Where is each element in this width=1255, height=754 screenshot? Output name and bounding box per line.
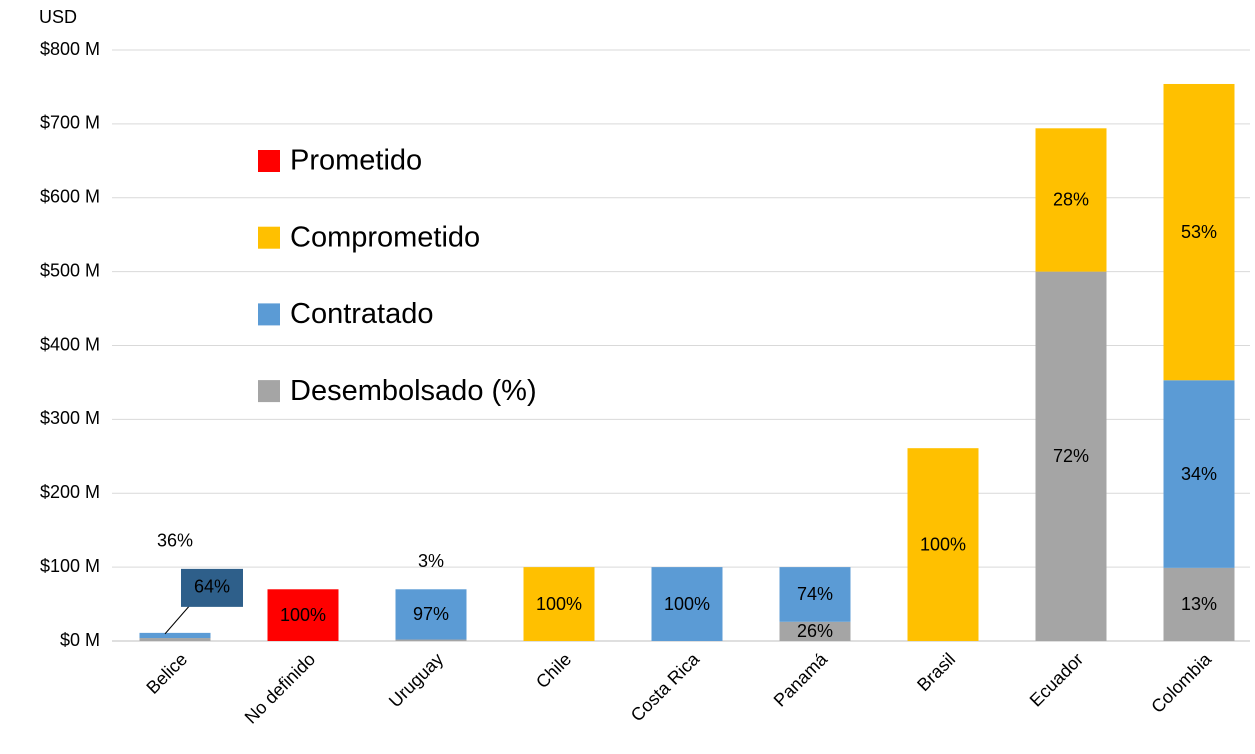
legend-swatch [258,380,280,403]
bar-segment [139,638,211,641]
y-tick-label: $0 M [60,630,100,650]
data-label: 97% [413,604,449,624]
bar-segment [907,448,979,641]
y-tick-label: $800 M [40,39,100,59]
data-label: 100% [920,534,966,554]
x-tick-label: Brasil [913,649,959,695]
data-label: 100% [536,594,582,614]
bar-segment [395,639,467,641]
y-tick-label: $100 M [40,556,100,576]
data-label: 13% [1181,594,1217,614]
bar-segment [139,632,211,639]
bar-segment [1035,128,1107,272]
x-tick-label: Costa Rica [627,648,704,725]
x-tick-label: Belice [142,649,191,698]
bar-segment [1163,83,1235,381]
callout-box [181,568,243,607]
bar-segment [779,621,851,641]
legend-label: Contratado [290,298,434,330]
legend-label: Comprometido [290,221,480,253]
data-label: 28% [1053,190,1089,210]
data-label: 100% [664,594,710,614]
bar-segment [523,567,595,641]
bar-segment [395,589,467,640]
callout-line [164,602,193,635]
legend-swatch [258,226,280,249]
x-tick-label: Chile [532,649,575,692]
data-label: 72% [1053,446,1089,466]
data-label: 74% [797,584,833,604]
bar-segment [779,567,851,622]
y-tick-label: $600 M [40,187,100,207]
y-tick-label: $300 M [40,408,100,428]
bar-segment [1163,567,1235,641]
legend-swatch [258,150,280,172]
data-label: 64% [194,577,230,597]
data-label: 100% [280,605,326,625]
legend-swatch [258,303,280,326]
x-tick-label: Colombia [1147,648,1216,717]
bar-segment [1163,380,1235,568]
data-label: 53% [1181,222,1217,242]
data-label: 3% [418,551,444,571]
data-label: 26% [797,621,833,641]
y-axis-label: USD [39,7,77,27]
x-tick-label: Ecuador [1026,649,1088,711]
bar-segment [651,567,723,641]
bar-segment [1035,271,1107,641]
legend-label: Desembolsado (%) [290,375,537,407]
x-tick-label: No definido [241,649,320,728]
data-label: 36% [157,531,193,551]
y-tick-label: $500 M [40,260,100,280]
data-label: 34% [1181,464,1217,484]
y-tick-label: $700 M [40,113,100,133]
y-tick-label: $400 M [40,334,100,354]
x-tick-label: Panamá [770,648,832,710]
bar-segment [267,589,339,641]
y-tick-label: $200 M [40,482,100,502]
legend-label: Prometido [290,145,422,177]
x-tick-label: Uruguay [385,649,447,711]
